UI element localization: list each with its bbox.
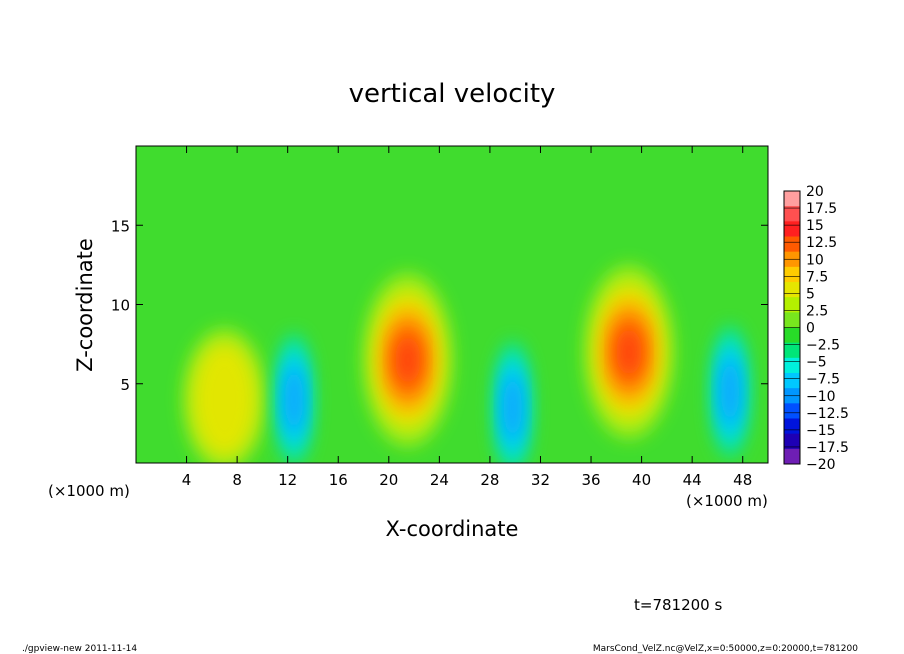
colorbar-swatch bbox=[784, 342, 800, 359]
updraft-region bbox=[395, 335, 421, 385]
colorbar-label: −12.5 bbox=[806, 406, 849, 422]
colorbar-label: 5 bbox=[806, 286, 815, 302]
x-tick-label: 44 bbox=[683, 471, 702, 489]
colorbar-swatch bbox=[784, 236, 800, 253]
downdraft-region bbox=[284, 366, 304, 433]
colorbar-label: 0 bbox=[806, 321, 815, 337]
field-features bbox=[184, 264, 750, 463]
colorbar-swatch bbox=[784, 221, 800, 237]
x-tick-label: 32 bbox=[531, 471, 550, 489]
colorbar-swatch bbox=[784, 448, 800, 465]
x-tick-label: 36 bbox=[581, 471, 600, 489]
colorbar-label: −5 bbox=[806, 355, 827, 371]
x-tick-label: 40 bbox=[632, 471, 651, 489]
downdraft-region bbox=[503, 374, 523, 441]
x-axis-label: X-coordinate bbox=[386, 517, 519, 541]
x-unit-label-right: (×1000 m) bbox=[686, 492, 768, 510]
x-tick-label: 28 bbox=[480, 471, 499, 489]
colorbar-swatch bbox=[784, 282, 800, 298]
colorbar-swatch bbox=[784, 191, 800, 207]
downdraft-region bbox=[720, 358, 740, 425]
colorbar-label: 10 bbox=[806, 252, 824, 268]
updraft-region bbox=[616, 327, 642, 377]
y-tick-label: 15 bbox=[111, 217, 130, 235]
colorbar-label: −10 bbox=[806, 389, 836, 405]
colorbar-label: 20 bbox=[806, 184, 824, 200]
colorbar-swatch bbox=[784, 312, 800, 328]
colorbar-label: 2.5 bbox=[806, 303, 828, 319]
chart-title: vertical velocity bbox=[349, 79, 556, 109]
x-tick-label: 4 bbox=[182, 471, 192, 489]
y-tick-label: 10 bbox=[111, 297, 130, 315]
x-tick-label: 12 bbox=[278, 471, 297, 489]
colorbar-swatch bbox=[784, 327, 800, 344]
colorbar-label: −2.5 bbox=[806, 338, 840, 354]
colorbar-label: 12.5 bbox=[806, 235, 837, 251]
colorbar-label: 15 bbox=[806, 218, 824, 234]
footer-left: ./gpview-new 2011-11-14 bbox=[22, 644, 137, 654]
x-tick-label: 24 bbox=[430, 471, 449, 489]
colorbar-swatch bbox=[784, 373, 800, 389]
x-unit-label: (×1000 m) bbox=[48, 482, 130, 500]
colorbar-label: −15 bbox=[806, 423, 836, 439]
colorbar-label: −17.5 bbox=[806, 440, 849, 456]
colorbar-swatch bbox=[784, 266, 800, 283]
x-axis-ticks: 4 8 12 16 20 24 28 32 36 40 44 48 bbox=[182, 146, 752, 489]
x-tick-label: 16 bbox=[329, 471, 348, 489]
updraft-region bbox=[192, 342, 257, 457]
colorbar-label: −20 bbox=[806, 457, 836, 473]
y-tick-label: 5 bbox=[120, 376, 130, 394]
colorbar-label: −7.5 bbox=[806, 372, 840, 388]
y-axis-label: Z-coordinate bbox=[73, 238, 97, 372]
x-tick-label: 20 bbox=[379, 471, 398, 489]
colorbar-swatch bbox=[784, 206, 800, 222]
colorbar-swatch bbox=[784, 403, 800, 419]
x-tick-label: 48 bbox=[733, 471, 752, 489]
colorbar-swatch bbox=[784, 418, 800, 435]
x-tick-label: 8 bbox=[232, 471, 242, 489]
colorbar-label: 7.5 bbox=[806, 269, 828, 285]
colorbar-swatch bbox=[784, 357, 800, 374]
footer-right: MarsCond_VelZ.nc@VelZ,x=0:50000,z=0:2000… bbox=[593, 644, 858, 654]
time-label: t=781200 s bbox=[634, 596, 722, 614]
colorbar-label: 17.5 bbox=[806, 201, 837, 217]
colorbar-swatch bbox=[784, 433, 800, 450]
y-axis-ticks: 5 10 15 bbox=[111, 217, 768, 394]
colorbar-swatch bbox=[784, 297, 800, 313]
